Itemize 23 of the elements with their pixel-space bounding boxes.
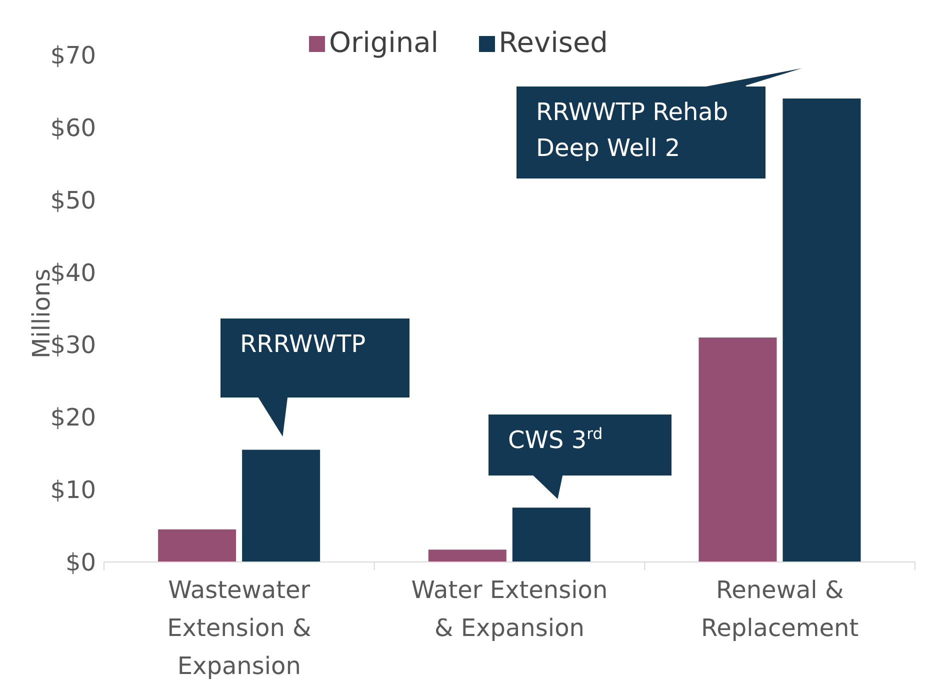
- callout-box: RRRWWTP: [220, 318, 410, 440]
- callout-box: CWS 3$^{rd}$: [488, 414, 672, 501]
- bar: [158, 529, 236, 562]
- bar: [512, 508, 590, 562]
- x-tick-label: Wastewater Extension & Expansion: [167, 576, 312, 680]
- y-tick-label: $70: [50, 42, 96, 70]
- bar: [242, 450, 320, 562]
- y-tick-label: $20: [50, 404, 96, 432]
- x-tick-label: Water Extension & Expansion: [411, 576, 608, 642]
- bar: [698, 337, 777, 562]
- bar: [428, 550, 506, 562]
- y-tick-label: $50: [50, 186, 96, 214]
- legend-label: Original: [329, 26, 439, 59]
- y-tick-label: $60: [50, 114, 96, 142]
- annotation: CWS 3$^{rd}$: [508, 425, 603, 454]
- annotation: RRWWTP Rehab Deep Well 2: [536, 98, 728, 162]
- annotation: RRRWWTP: [240, 330, 366, 358]
- bar: [782, 98, 861, 562]
- legend-label: Revised: [498, 26, 608, 59]
- x-tick-label: Renewal & Replacement: [700, 576, 859, 642]
- y-tick-label: $10: [50, 476, 96, 504]
- y-tick-label: $40: [50, 258, 96, 287]
- y-tick-label: $0: [65, 548, 96, 577]
